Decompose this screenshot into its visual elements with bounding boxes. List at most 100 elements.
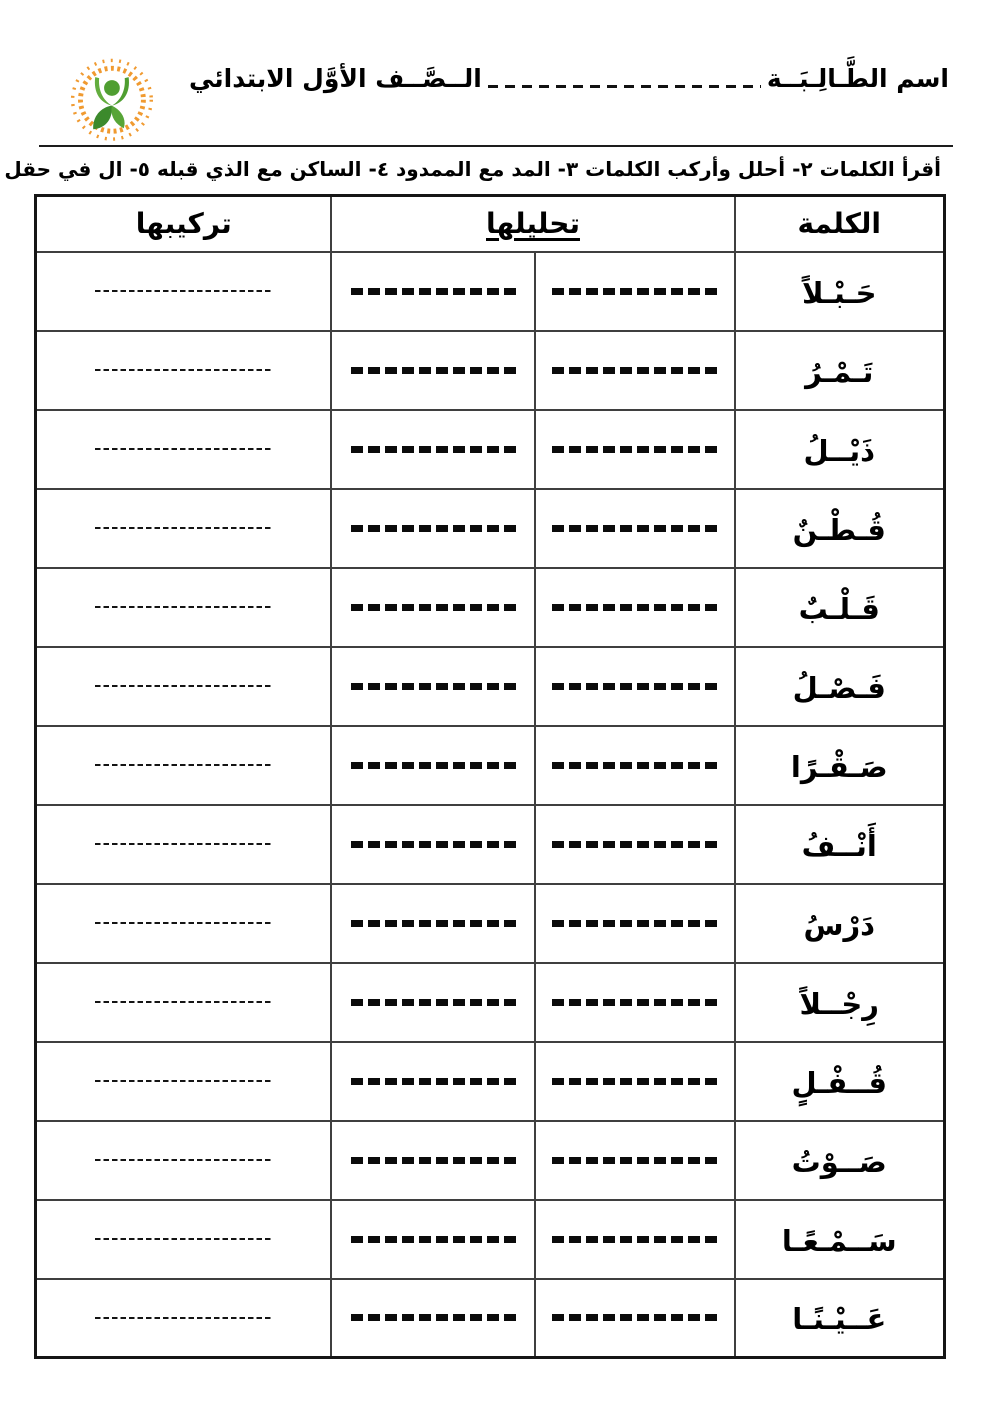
composition-blank-cell [35, 329, 334, 411]
analysis-blank-cell [331, 724, 537, 806]
analysis-blank-cell [331, 487, 537, 569]
student-name-blank-line [488, 84, 762, 88]
answer-dash-line [553, 1314, 718, 1322]
table-row: رِجْــلاً [35, 961, 947, 1043]
table-row: أَنْــفُ [35, 803, 947, 885]
logo-graphic: بالعطاء نسمو [41, 12, 154, 141]
answer-dash-line [553, 366, 718, 374]
answer-dash-line [95, 447, 274, 451]
answer-dash-line [95, 921, 274, 925]
answer-dash-line [553, 682, 718, 690]
answer-dash-line [351, 919, 517, 927]
analysis-blank-cell [331, 645, 537, 727]
analysis-blank-cell [534, 1040, 737, 1122]
table-row: حَـبْـلاً [35, 250, 947, 332]
word-cell: رِجْــلاً [734, 961, 947, 1043]
person-leaf-icon [94, 77, 130, 130]
answer-dash-line [351, 761, 517, 769]
word-cell: قُــفْـلٍ [734, 1040, 947, 1122]
analysis-blank-cell [331, 329, 537, 411]
word-cell: دَرْسُ [734, 882, 947, 964]
table-row: تَـمْـرُ [35, 329, 947, 411]
table-row: دَرْسُ [35, 882, 947, 964]
answer-dash-line [351, 998, 517, 1006]
answer-dash-line [553, 287, 718, 295]
table-row: صَـقْـرًا [35, 724, 947, 806]
table-row: ذَيْــلُ [35, 408, 947, 490]
answer-dash-line [95, 1079, 274, 1083]
logo-slogan-text: بالعطاء نسمو [41, 12, 58, 29]
table-row: عَــيْـنًـا [35, 1277, 947, 1359]
analysis-blank-cell [331, 882, 537, 964]
answer-dash-line [95, 842, 274, 846]
composition-blank-cell [35, 408, 334, 490]
answer-dash-line [553, 1156, 718, 1164]
analysis-blank-cell [331, 961, 537, 1043]
answer-dash-line [95, 289, 274, 293]
page-header: بالعطاء نسمو اسم الطَّـالِـبَــة الــصَّ… [0, 0, 992, 141]
composition-blank-cell [35, 1119, 334, 1201]
answer-dash-line [351, 1156, 517, 1164]
word-cell: قُـطْـنٌ [734, 487, 947, 569]
word-cell: تَـمْـرُ [734, 329, 947, 411]
answer-dash-line [95, 684, 274, 688]
analysis-blank-cell [534, 961, 737, 1043]
composition-blank-cell [35, 1040, 334, 1122]
composition-blank-cell [35, 1198, 334, 1280]
analysis-blank-cell [534, 803, 737, 885]
sun-icon [71, 58, 154, 141]
school-logo: بالعطاء نسمو [41, 12, 168, 146]
answer-dash-line [351, 1077, 517, 1085]
word-cell: حَـبْـلاً [734, 250, 947, 332]
answer-dash-line [95, 1237, 274, 1241]
answer-dash-line [553, 1077, 718, 1085]
answer-dash-line [95, 368, 274, 372]
composition-blank-cell [35, 645, 334, 727]
analysis-blank-cell [331, 250, 537, 332]
word-cell: أَنْــفُ [734, 803, 947, 885]
analysis-blank-cell [331, 1040, 537, 1122]
table-row: قُــفْـلٍ [35, 1040, 947, 1122]
column-header-analysis: تحليلها [331, 194, 737, 253]
analysis-blank-cell [534, 1119, 737, 1201]
analysis-blank-cell [534, 329, 737, 411]
answer-dash-line [95, 605, 274, 609]
word-cell: صَـقْـرًا [734, 724, 947, 806]
word-cell: سَــمْـعًـا [734, 1198, 947, 1280]
answer-dash-line [95, 1000, 274, 1004]
answer-dash-line [553, 603, 718, 611]
analysis-table: الكلمة تحليلها تركيبها حَـبْـلاً تَـمْـر… [34, 194, 947, 1359]
table-row: قُـطْـنٌ [35, 487, 947, 569]
answer-dash-line [351, 366, 517, 374]
composition-blank-cell [35, 882, 334, 964]
composition-blank-cell [35, 724, 334, 806]
answer-dash-line [351, 1235, 517, 1243]
answer-dash-line [553, 761, 718, 769]
answer-dash-line [553, 840, 718, 848]
word-cell: قَـلْـبٌ [734, 566, 947, 648]
analysis-blank-cell [534, 645, 737, 727]
analysis-blank-cell [331, 1198, 537, 1280]
answer-dash-line [351, 603, 517, 611]
header-divider [40, 145, 954, 147]
student-name-label: اسم الطَّـالِـبَــة [767, 64, 950, 93]
grade-label: الــصَّــف الأوَّل الابتدائي [190, 64, 483, 93]
analysis-blank-cell [534, 566, 737, 648]
answer-dash-line [351, 287, 517, 295]
answer-dash-line [553, 524, 718, 532]
answer-dash-line [95, 763, 274, 767]
analysis-blank-cell [331, 566, 537, 648]
answer-dash-line [351, 840, 517, 848]
instructions-line: أقرأ الكلمات ٢- أحلل وأركب الكلمات ٣- ال… [0, 157, 942, 181]
analysis-blank-cell [534, 250, 737, 332]
svg-text:بالعطاء نسمو: بالعطاء نسمو [50, 24, 58, 29]
name-grade-row: اسم الطَّـالِـبَــة الــصَّــف الأوَّل ا… [0, 0, 992, 98]
composition-blank-cell [35, 566, 334, 648]
analysis-blank-cell [331, 803, 537, 885]
column-header-composition: تركيبها [35, 194, 334, 253]
word-cell: ذَيْــلُ [734, 408, 947, 490]
answer-dash-line [351, 1314, 517, 1322]
answer-dash-line [95, 1158, 274, 1162]
composition-blank-cell [35, 250, 334, 332]
